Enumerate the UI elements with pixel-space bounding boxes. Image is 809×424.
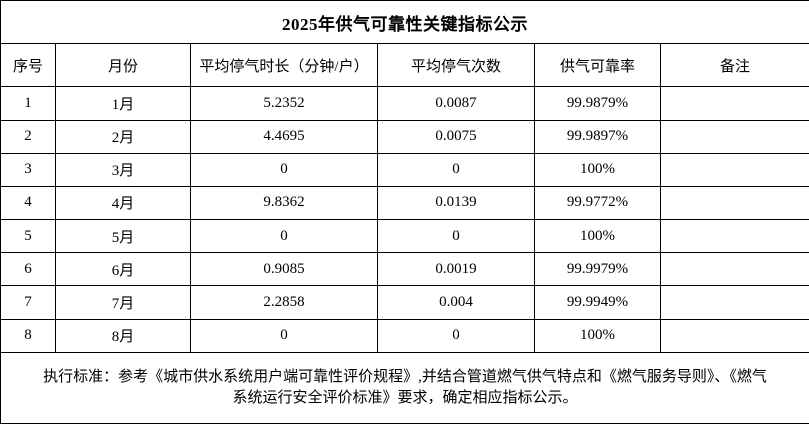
- cell-reliability: 100%: [534, 152, 661, 187]
- cell-duration: 0: [190, 318, 378, 353]
- table-header-row: 序号 月份 平均停气时长（分钟/户） 平均停气次数 供气可靠率 备注: [0, 43, 809, 88]
- table-row: 3 3月 0 0 100%: [0, 152, 809, 187]
- header-month: 月份: [55, 43, 191, 88]
- cell-reliability: 99.9979%: [534, 252, 661, 287]
- table-row: 7 7月 2.2858 0.004 99.9949%: [0, 285, 809, 320]
- cell-remark: [659, 318, 809, 353]
- cell-month: 1月: [55, 86, 191, 121]
- cell-count: 0.004: [377, 285, 535, 320]
- header-supply-reliability: 供气可靠率: [534, 43, 661, 88]
- execution-standard-note: 执行标准：参考《城市供水系统用户端可靠性评价规程》,并结合管道燃气供气特点和《燃…: [0, 351, 809, 424]
- header-serial-number: 序号: [0, 43, 56, 88]
- cell-duration: 9.8362: [190, 185, 378, 221]
- title-row: 2025年供气可靠性关键指标公示: [0, 0, 809, 45]
- table-row: 1 1月 5.2352 0.0087 99.9879%: [0, 86, 809, 121]
- cell-month: 8月: [55, 318, 191, 353]
- cell-count: 0: [377, 219, 535, 254]
- cell-duration: 2.2858: [190, 285, 378, 320]
- cell-remark: [659, 219, 809, 254]
- cell-remark: [659, 252, 809, 287]
- cell-count: 0.0087: [377, 86, 535, 121]
- cell-serial: 6: [0, 252, 56, 287]
- cell-duration: 4.4695: [190, 119, 378, 154]
- table-row: 8 8月 0 0 100%: [0, 318, 809, 353]
- footer-row: 执行标准：参考《城市供水系统用户端可靠性评价规程》,并结合管道燃气供气特点和《燃…: [0, 351, 809, 424]
- cell-remark: [659, 86, 809, 121]
- cell-count: 0: [377, 318, 535, 353]
- cell-duration: 0.9085: [190, 252, 378, 287]
- cell-count: 0.0075: [377, 119, 535, 154]
- table-row: 2 2月 4.4695 0.0075 99.9897%: [0, 119, 809, 154]
- cell-count: 0.0019: [377, 252, 535, 287]
- cell-remark: [659, 185, 809, 221]
- cell-serial: 7: [0, 285, 56, 320]
- cell-month: 3月: [55, 152, 191, 187]
- footer-note-line1: 执行标准：参考《城市供水系统用户端可靠性评价规程》,并结合管道燃气供气特点和《燃…: [43, 368, 767, 385]
- cell-remark: [659, 119, 809, 154]
- table-row: 4 4月 9.8362 0.0139 99.9772%: [0, 185, 809, 221]
- header-remarks: 备注: [659, 43, 809, 88]
- cell-count: 0.0139: [377, 185, 535, 221]
- table-row: 5 5月 0 0 100%: [0, 219, 809, 254]
- cell-month: 7月: [55, 285, 191, 320]
- cell-serial: 5: [0, 219, 56, 254]
- cell-remark: [659, 285, 809, 320]
- cell-reliability: 99.9949%: [534, 285, 661, 320]
- table-row: 6 6月 0.9085 0.0019 99.9979%: [0, 252, 809, 287]
- cell-reliability: 99.9897%: [534, 119, 661, 154]
- cell-remark: [659, 152, 809, 187]
- cell-reliability: 99.9879%: [534, 86, 661, 121]
- cell-reliability: 100%: [534, 318, 661, 353]
- cell-month: 6月: [55, 252, 191, 287]
- cell-serial: 2: [0, 119, 56, 154]
- cell-duration: 0: [190, 152, 378, 187]
- cell-reliability: 100%: [534, 219, 661, 254]
- cell-serial: 3: [0, 152, 56, 187]
- cell-count: 0: [377, 152, 535, 187]
- page-title: 2025年供气可靠性关键指标公示: [0, 0, 809, 45]
- header-avg-outage-count: 平均停气次数: [377, 43, 535, 88]
- cell-serial: 8: [0, 318, 56, 353]
- cell-serial: 1: [0, 86, 56, 121]
- footer-note-line2: 系统运行安全评价标准》要求，确定相应指标公示。: [232, 389, 578, 406]
- cell-reliability: 99.9772%: [534, 185, 661, 221]
- cell-month: 2月: [55, 119, 191, 154]
- cell-serial: 4: [0, 185, 56, 221]
- cell-month: 4月: [55, 185, 191, 221]
- cell-duration: 5.2352: [190, 86, 378, 121]
- cell-month: 5月: [55, 219, 191, 254]
- header-avg-outage-duration: 平均停气时长（分钟/户）: [190, 43, 378, 88]
- cell-duration: 0: [190, 219, 378, 254]
